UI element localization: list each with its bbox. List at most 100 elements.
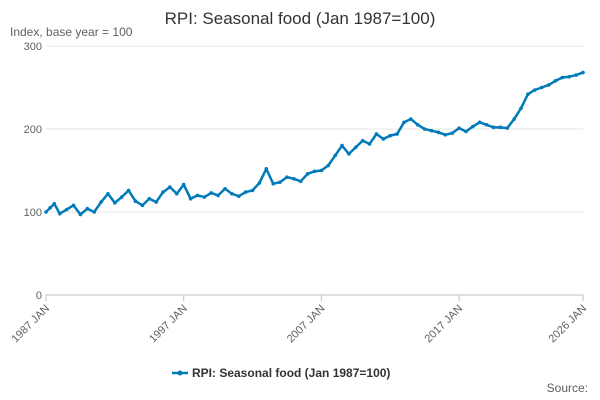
series-layer — [44, 70, 585, 217]
data-point[interactable] — [305, 172, 310, 176]
data-point[interactable] — [195, 193, 200, 198]
x-tick-label-2: 2007 JAN — [285, 303, 328, 346]
data-point[interactable] — [243, 190, 248, 194]
data-point[interactable] — [271, 181, 275, 186]
data-point[interactable] — [209, 191, 214, 195]
data-point[interactable] — [347, 152, 351, 156]
data-point[interactable] — [64, 207, 69, 212]
data-point[interactable] — [140, 203, 145, 208]
y-tick-label-0: 0 — [36, 290, 42, 302]
data-point[interactable] — [422, 127, 427, 131]
data-point[interactable] — [491, 125, 496, 130]
data-point[interactable] — [560, 75, 565, 80]
y-tick-label-100: 100 — [24, 207, 42, 219]
data-point[interactable] — [181, 182, 186, 187]
data-point[interactable] — [133, 199, 138, 204]
data-point[interactable] — [471, 124, 475, 129]
data-point[interactable] — [477, 120, 482, 125]
data-point[interactable] — [464, 129, 468, 134]
data-point[interactable] — [202, 195, 207, 199]
data-point[interactable] — [250, 188, 255, 193]
data-point[interactable] — [92, 210, 96, 214]
data-point[interactable] — [106, 191, 110, 196]
data-point[interactable] — [85, 206, 90, 211]
data-point[interactable] — [539, 85, 544, 90]
data-point[interactable] — [78, 212, 83, 217]
data-point[interactable] — [126, 188, 131, 193]
data-point[interactable] — [113, 201, 117, 205]
y-tick-labels: 0 100 200 300 — [24, 41, 42, 302]
data-point[interactable] — [312, 169, 317, 174]
legend-dot-marker — [177, 370, 183, 376]
data-point[interactable] — [292, 177, 296, 181]
data-point[interactable] — [567, 74, 572, 79]
data-point[interactable] — [519, 106, 523, 111]
data-point[interactable] — [367, 142, 372, 146]
data-point[interactable] — [333, 153, 337, 158]
x-ticks: 1987 JAN 1997 JAN 2007 JAN 2017 JAN 2026 JAN — [9, 295, 589, 345]
data-point[interactable] — [381, 137, 386, 141]
data-point[interactable] — [52, 201, 57, 206]
data-point[interactable] — [285, 175, 289, 179]
data-point[interactable] — [161, 190, 165, 194]
data-point[interactable] — [581, 70, 585, 75]
data-point[interactable] — [498, 125, 503, 130]
data-point[interactable] — [436, 130, 441, 135]
x-tick-label-1: 1997 JAN — [147, 303, 190, 346]
data-point[interactable] — [457, 126, 461, 130]
data-point[interactable] — [188, 196, 193, 201]
data-point[interactable] — [340, 143, 344, 148]
data-point[interactable] — [168, 185, 172, 189]
legend-label: RPI: Seasonal food (Jan 1987=100) — [192, 366, 390, 380]
data-point[interactable] — [429, 128, 434, 133]
data-point[interactable] — [278, 180, 282, 184]
x-tick-label-0: 1987 JAN — [9, 303, 52, 346]
data-point[interactable] — [374, 132, 379, 136]
gridlines — [46, 45, 583, 213]
data-point[interactable] — [395, 132, 399, 136]
data-point[interactable] — [223, 186, 227, 191]
data-point[interactable] — [526, 92, 530, 96]
data-point[interactable] — [409, 117, 413, 121]
data-point[interactable] — [402, 120, 406, 125]
x-tick-label-4: 2026 JAN — [546, 303, 589, 346]
data-point[interactable] — [257, 181, 262, 185]
data-point[interactable] — [512, 117, 516, 121]
data-point[interactable] — [360, 138, 365, 143]
data-point[interactable] — [415, 123, 420, 127]
data-point[interactable] — [230, 191, 234, 196]
data-point[interactable] — [119, 195, 124, 199]
chart-title: RPI: Seasonal food (Jan 1987=100) — [165, 9, 436, 28]
data-point[interactable] — [546, 83, 551, 87]
data-point[interactable] — [319, 168, 324, 173]
data-point[interactable] — [505, 126, 510, 130]
y-axis-label: Index, base year = 100 — [10, 25, 133, 39]
data-point[interactable] — [326, 163, 331, 168]
data-point[interactable] — [44, 210, 48, 214]
data-point[interactable] — [57, 211, 62, 216]
series-line-0[interactable] — [44, 71, 585, 216]
data-point[interactable] — [533, 88, 537, 92]
source-label: Source: — [547, 381, 588, 395]
y-tick-label-200: 200 — [24, 124, 42, 136]
data-point[interactable] — [264, 167, 269, 171]
data-point[interactable] — [298, 179, 303, 184]
data-point[interactable] — [450, 131, 454, 135]
data-point[interactable] — [175, 191, 179, 196]
data-point[interactable] — [147, 196, 152, 201]
data-point[interactable] — [443, 133, 448, 137]
data-point[interactable] — [236, 194, 241, 199]
data-point[interactable] — [99, 200, 103, 204]
data-point[interactable] — [154, 200, 158, 204]
data-point[interactable] — [484, 123, 489, 127]
data-point[interactable] — [71, 203, 76, 208]
data-point[interactable] — [216, 193, 220, 198]
y-tick-label-300: 300 — [24, 41, 42, 53]
data-point[interactable] — [553, 79, 558, 83]
data-point[interactable] — [354, 145, 358, 150]
data-point[interactable] — [48, 206, 52, 210]
legend[interactable]: RPI: Seasonal food (Jan 1987=100) — [172, 366, 390, 380]
data-point[interactable] — [574, 73, 578, 77]
data-point[interactable] — [388, 133, 393, 138]
